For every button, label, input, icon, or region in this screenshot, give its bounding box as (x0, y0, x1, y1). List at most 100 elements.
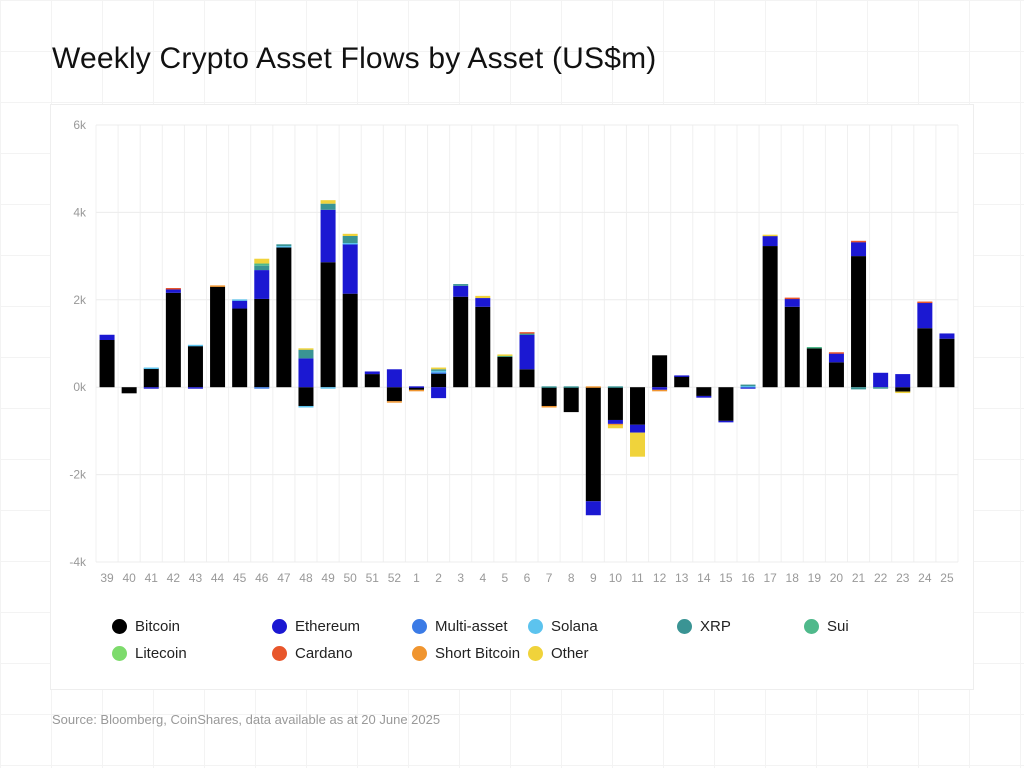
bar-segment-other (254, 258, 270, 264)
bar-segment-ethereum (585, 501, 601, 516)
bar-segment-bitcoin (630, 387, 646, 425)
legend-label: Sui (827, 618, 849, 635)
x-tick-label: 52 (388, 571, 402, 585)
bar-segment-bitcoin (431, 373, 447, 388)
bar-segment-bitcoin (585, 387, 601, 502)
legend-swatch (112, 619, 127, 634)
bar-segment-bitcoin (408, 387, 424, 390)
bar-segment-other (895, 391, 911, 394)
bar-segment-ethereum (475, 298, 491, 307)
bar-segment-multi-asset (431, 372, 447, 374)
bar-segment-bitcoin (342, 293, 358, 388)
bar-segment-other (342, 233, 358, 236)
x-tick-label: 5 (502, 571, 509, 585)
x-tick-label: 50 (343, 571, 357, 585)
bar-segment-bitcoin (696, 387, 712, 396)
bar-segment-ethereum (762, 235, 778, 247)
bar-segment-bitcoin (143, 368, 159, 388)
bar-segment-xrp (851, 387, 867, 390)
y-tick-label: 4k (73, 205, 87, 219)
bar-segment-ethereum (917, 302, 933, 329)
bar-segment-solana (143, 367, 159, 370)
bar-segment-cardano (828, 352, 844, 354)
bar-segment-bitcoin (364, 374, 380, 388)
bar-segment-sui (497, 355, 513, 357)
bar-segment-xrp (453, 284, 469, 286)
legend-item-short-bitcoin: Short Bitcoin (412, 645, 520, 662)
x-tick-label: 15 (719, 571, 733, 585)
bar-segment-ethereum (630, 424, 646, 433)
legend-swatch (804, 619, 819, 634)
bar-segment-xrp (254, 265, 270, 271)
x-tick-label: 9 (590, 571, 597, 585)
bar-segment-bitcoin (475, 306, 491, 388)
legend-swatch (677, 619, 692, 634)
bar-segment-bitcoin (851, 256, 867, 388)
x-tick-label: 12 (653, 571, 667, 585)
bar-segment-bitcoin (298, 387, 314, 406)
bar-segment-bitcoin (718, 387, 734, 421)
x-tick-label: 20 (830, 571, 844, 585)
x-tick-label: 14 (697, 571, 711, 585)
bar-segment-ethereum (431, 387, 447, 399)
legend-item-sui: Sui (804, 618, 849, 635)
x-tick-label: 7 (546, 571, 553, 585)
x-tick-label: 21 (852, 571, 866, 585)
bar-segment-xrp (298, 349, 314, 359)
bar-segment-bitcoin (784, 306, 800, 388)
chart-title: Weekly Crypto Asset Flows by Asset (US$m… (52, 42, 657, 75)
bar-segment-ethereum (652, 387, 668, 390)
legend-item-multi-asset: Multi-asset (412, 618, 508, 635)
bar-segment-bitcoin (563, 387, 579, 413)
bar-segment-multi-asset (254, 387, 270, 389)
y-tick-label: 6k (73, 118, 87, 132)
bar-segment-ethereum (408, 386, 424, 388)
bar-segment-xrp (320, 203, 336, 210)
x-tick-label: 23 (896, 571, 910, 585)
bar-segment-bitcoin (99, 340, 115, 388)
bar-segment-other (497, 354, 513, 356)
bar-segment-bitcoin (652, 355, 668, 388)
bar-segment-other (431, 367, 447, 370)
bar-segment-ethereum (718, 420, 734, 423)
x-tick-label: 43 (189, 571, 203, 585)
bar-segment-ethereum (851, 242, 867, 257)
legend-label: Solana (551, 618, 598, 635)
x-tick-label: 3 (457, 571, 464, 585)
x-tick-label: 19 (808, 571, 822, 585)
bar-segment-xrp (563, 386, 579, 388)
bar-segment-bitcoin (806, 348, 822, 388)
bar-segment-xrp (342, 235, 358, 243)
bar-segment-short-bitcoin (210, 285, 226, 287)
bar-segment-short-bitcoin (585, 386, 601, 388)
bar-segment-xrp (607, 386, 623, 388)
x-tick-label: 8 (568, 571, 575, 585)
bar-segment-ethereum (342, 243, 358, 294)
x-tick-label: 49 (321, 571, 335, 585)
x-tick-label: 51 (366, 571, 380, 585)
x-tick-label: 47 (277, 571, 291, 585)
bar-segment-ethereum (784, 298, 800, 307)
bar-segment-short-bitcoin (408, 389, 424, 392)
bar-segment-ethereum (320, 209, 336, 263)
bar-segment-xrp (740, 384, 756, 387)
legend-item-solana: Solana (528, 618, 598, 635)
legend-swatch (528, 646, 543, 661)
bar-segment-ethereum (143, 387, 159, 389)
legend-swatch (412, 646, 427, 661)
legend-swatch (272, 619, 287, 634)
legend-swatch (272, 646, 287, 661)
legend-swatch (528, 619, 543, 634)
legend-label: Other (551, 645, 589, 662)
x-tick-label: 18 (786, 571, 800, 585)
bar-segment-other (298, 348, 314, 350)
bar-segment-bitcoin (607, 387, 623, 420)
x-tick-label: 10 (609, 571, 623, 585)
bar-segment-xrp (276, 244, 292, 247)
bar-segment-short-bitcoin (607, 423, 623, 426)
x-tick-label: 16 (741, 571, 755, 585)
bar-segment-other (630, 432, 646, 457)
legend-swatch (112, 646, 127, 661)
bar-segment-other (762, 234, 778, 237)
bar-segment-bitcoin (674, 376, 690, 388)
